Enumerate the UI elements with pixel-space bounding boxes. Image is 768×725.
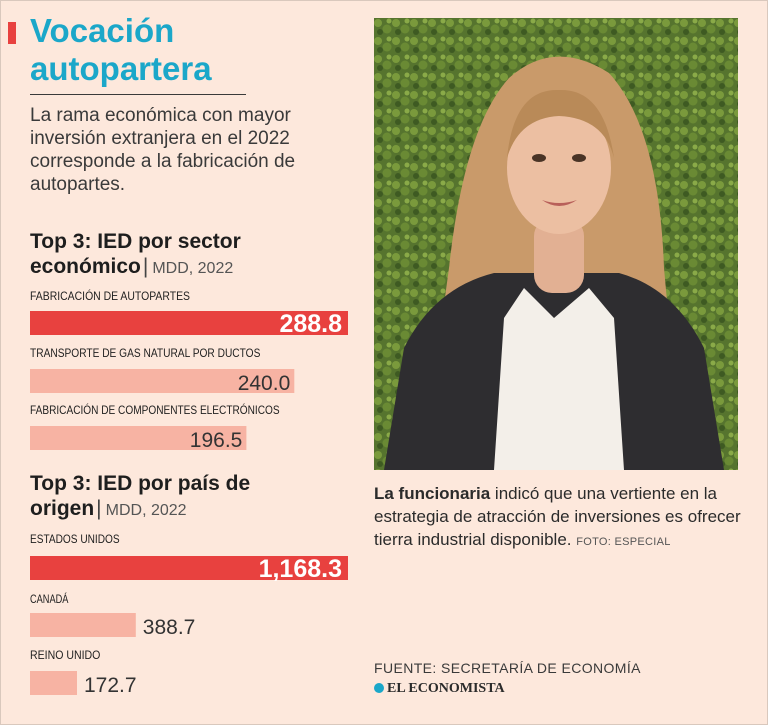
chart-2-bar xyxy=(30,556,348,580)
chart-1-unit: MDD, 2022 xyxy=(152,260,234,277)
intro-text: La rama económica con mayor inversión ex… xyxy=(30,105,296,195)
chart-1-category-label: FABRICACIÓN DE COMPONENTES ELECTRÓNICOS xyxy=(30,402,280,417)
chart-2-title: Top 3: IED por país de origen| MDD, 2022 xyxy=(30,471,280,523)
chart-2-category-label: ESTADOS UNIDOS xyxy=(30,532,120,546)
chart-1-separator: | xyxy=(142,255,149,278)
chart-1-category-label: TRANSPORTE DE GAS NATURAL POR DUCTOS xyxy=(30,346,260,360)
title-accent-bar xyxy=(8,22,16,44)
chart-2-value-label: 1,168.3 xyxy=(259,555,342,583)
page-title: Vocación autopartera xyxy=(30,12,212,88)
chart-1-bar xyxy=(30,311,348,335)
title-underline xyxy=(30,94,246,95)
chart-2-separator: | xyxy=(96,497,102,520)
brand-name: EL ECONOMISTA xyxy=(387,681,505,696)
chart-1-value-label: 288.8 xyxy=(279,310,342,338)
chart-2-bar xyxy=(30,613,136,637)
chart-2-value-label: 388.7 xyxy=(143,616,196,639)
chart-2-title-bold: Top 3: IED por país de origen xyxy=(30,472,251,520)
chart-2-value-label: 172.7 xyxy=(84,674,137,697)
caption-text: indicó que una vertiente en la estrategi… xyxy=(374,484,741,549)
caption-bold: La funcionaria xyxy=(374,484,491,503)
chart-1-bar xyxy=(30,369,295,393)
chart-1-value-label: 196.5 xyxy=(190,429,243,452)
chart-2-unit: MDD, 2022 xyxy=(105,502,187,519)
brand-logo: EL ECONOMISTA xyxy=(374,681,505,697)
chart-2-category-label: REINO UNIDO xyxy=(30,648,100,662)
chart-1-bar xyxy=(30,426,247,450)
brand-icon xyxy=(374,683,384,693)
chart-1-value-label: 240.0 xyxy=(238,372,291,395)
photo-caption: La funcionaria indicó que una vertiente … xyxy=(374,482,746,554)
portrait-photo xyxy=(374,18,738,470)
chart-2-bar xyxy=(30,671,77,695)
chart-1-title-bold: Top 3: IED por sector económico xyxy=(30,230,241,278)
source-note: FUENTE: SECRETARÍA DE ECONOMÍA xyxy=(374,660,641,676)
title-line-1: Vocación xyxy=(30,12,175,49)
chart-1-title: Top 3: IED por sector económico| MDD, 202… xyxy=(30,229,360,281)
portrait-photo-icon xyxy=(374,18,738,470)
chart-2-category-label: CANADÁ xyxy=(30,591,68,606)
photo-credit: FOTO: ESPECIAL xyxy=(576,536,671,548)
title-line-2: autopartera xyxy=(30,50,212,87)
chart-1-category-label: FABRICACIÓN DE AUTOPARTES xyxy=(30,288,190,303)
